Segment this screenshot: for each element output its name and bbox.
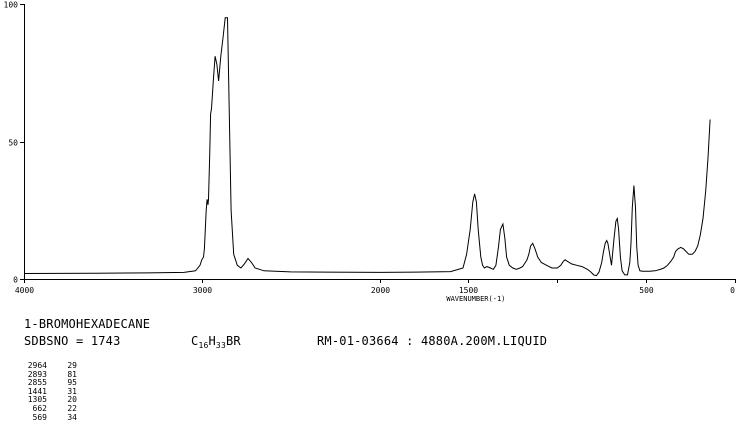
peak-intensity: 29	[67, 361, 77, 370]
peak-row: 1305 20	[22, 396, 77, 405]
formula-carbon-count: 16	[198, 341, 209, 350]
formula-bromine: BR	[225, 334, 241, 348]
peak-row: 569 34	[22, 412, 77, 423]
spectrum-series-line	[23, 17, 711, 277]
formula-hydrogen: H	[208, 334, 216, 348]
peak-wavenumber: 2855	[27, 378, 47, 388]
x-tick-label: 2000	[371, 286, 390, 295]
peak-wavenumber: 2893	[27, 369, 47, 379]
formula-hydrogen-count: 33	[215, 341, 226, 350]
chart-ticks: 0 50 100 4000 3000 2000 1500 500 0	[4, 1, 736, 295]
peak-wavenumber: 2964	[27, 361, 47, 370]
peak-wavenumber: 662	[32, 403, 47, 413]
molecular-formula: C16H33BR	[191, 335, 241, 352]
peak-intensity: 95	[67, 378, 77, 388]
chart-axes	[24, 4, 735, 280]
peak-wavenumber: 1305	[27, 395, 47, 405]
peak-row: 1441 31	[22, 386, 77, 397]
y-tick-label: 100	[4, 1, 19, 10]
peak-row: 662 22	[22, 403, 77, 414]
peak-wavenumber: 569	[32, 412, 47, 422]
x-tick-label: 500	[639, 286, 654, 295]
peak-intensity: 81	[67, 369, 77, 379]
peak-intensity: 34	[67, 412, 77, 422]
measurement-reference: RM-01-03664 : 4880A.200M.LIQUID	[317, 334, 548, 348]
y-tick-label: 0	[13, 276, 18, 285]
peak-intensity: 22	[67, 403, 77, 413]
x-tick-label: 1500	[459, 286, 478, 295]
x-tick-label: 0	[730, 286, 735, 295]
formula-carbon: C	[191, 334, 199, 348]
x-axis-title: WAVENUMBER(-1)	[446, 295, 505, 303]
sdbs-number: SDBSNO = 1743	[24, 334, 121, 348]
peak-intensity: 20	[67, 395, 77, 405]
peak-table: 2964 29 2893 81 2855 95 1441 31 1305 20 662 22 569 34	[22, 361, 77, 423]
peak-wavenumber: 1441	[27, 386, 47, 396]
ir-spectrum-chart: 0 50 100 4000 3000 2000 1500 500 0 WAVENUMBER(-1…	[4, 1, 736, 303]
compound-name: 1-BROMOHEXADECANE	[24, 317, 151, 331]
y-tick-label: 50	[8, 139, 18, 148]
peak-row: 2855 95	[22, 379, 77, 388]
x-tick-label: 3000	[193, 286, 212, 295]
peak-row: 2964 29	[22, 361, 77, 371]
peak-row: 2893 81	[22, 369, 77, 380]
x-tick-label: 4000	[15, 286, 34, 295]
peak-intensity: 31	[67, 386, 77, 396]
